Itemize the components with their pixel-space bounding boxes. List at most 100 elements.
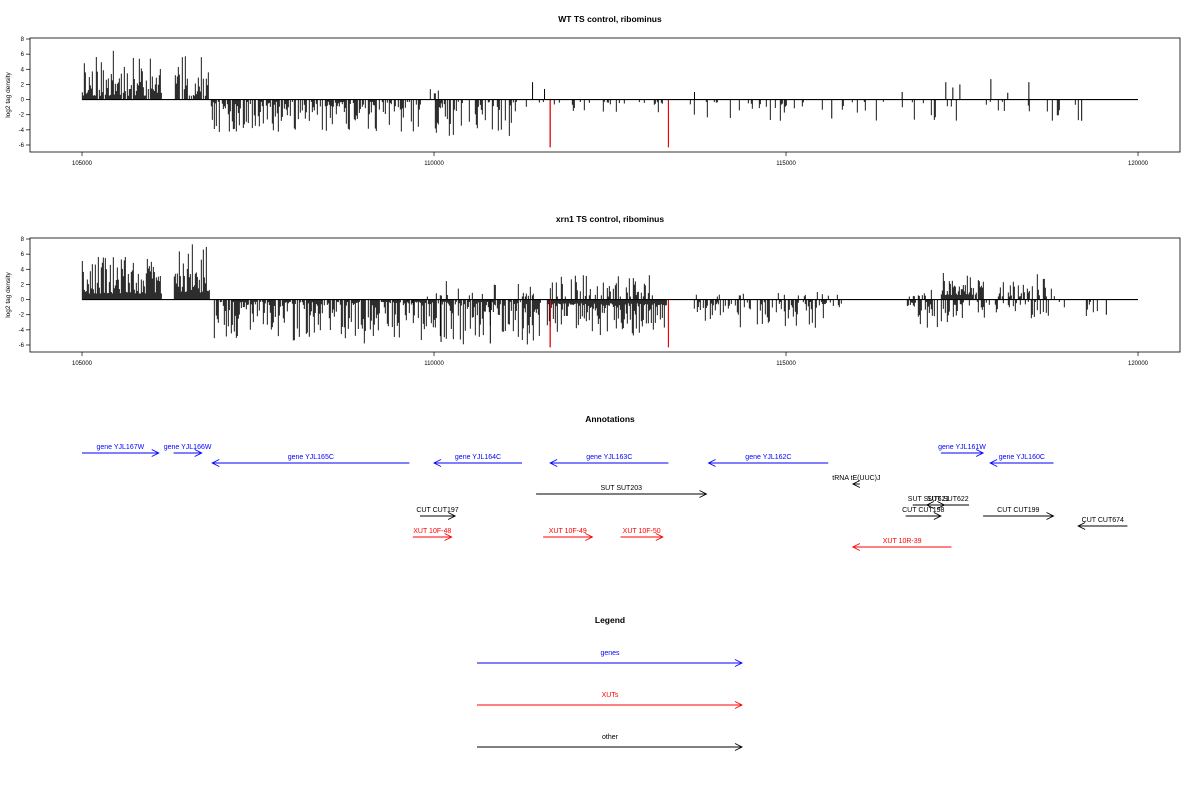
annotation-label: XUT 10R-39 [883,538,922,545]
annotation-arrow-head [585,533,594,541]
xrn1-y-ticks: 8 6 4 2 0 -2 -4 -6 [19,237,30,349]
legend-label: XUTs [602,692,619,699]
y-tick-label: 2 [21,82,25,88]
annotation-gene: gene YJL165C [211,454,410,467]
annotation-arrow-head [925,501,935,509]
annotation-label: gene YJL167W [96,444,144,451]
annotation-features: gene YJL167W gene YJL166W gene YJL165C gene… [82,444,1128,551]
annotation-label: tRNA tE(UUC)J [832,475,880,482]
annotation-xut: XUT 10F-50 [620,528,664,541]
annotation-arrow-head [933,512,942,520]
wt-y-axis-label: log2 tag density [5,71,12,117]
annotation-xut: XUT 10F-49 [543,528,594,541]
annotation-arrow-head [194,449,203,457]
xrn1-x-ticks: 105000 110000 115000 120000 [72,352,1149,367]
annotation-arrow-head [1077,522,1086,530]
y-tick-label: -6 [19,343,25,349]
annotation-gene: gene YJL164C [432,454,522,467]
annotation-gene: gene YJL166W [164,444,212,457]
annotations-title: Annotations [585,414,635,424]
x-tick-label: 110000 [424,161,444,167]
annotation-label: gene YJL161W [938,444,986,451]
x-tick-label: 115000 [776,161,796,167]
annotation-label: SUT SUT622 [927,496,969,503]
y-tick-label: 0 [21,298,25,304]
annotation-label: gene YJL165C [288,454,334,461]
legend-panel: Legend genes XUTs other [477,615,744,751]
annotation-label: CUT CUT197 [416,507,458,514]
annotation-label: SUT SUT203 [601,485,643,492]
x-tick-label: 120000 [1128,161,1149,167]
y-tick-label: 8 [21,37,25,43]
annotation-xut: XUT 10F-48 [412,528,453,541]
annotation-other: SUT SUT203 [536,485,708,498]
y-tick-label: 0 [21,98,25,104]
annotation-arrow-head [444,533,453,541]
xrn1-track-frame [29,237,1181,353]
y-tick-label: -4 [19,128,25,134]
annotation-arrow-head [447,512,457,520]
annotation-gene: gene YJL167W [82,444,160,457]
annotation-gene: gene YJL160C [989,454,1054,467]
wt-markers [549,99,669,148]
annotation-arrow-head [851,480,861,488]
annotation-label: gene YJL163C [586,454,632,461]
annotation-other: CUT CUT198 [902,507,945,520]
legend-label: genes [600,650,620,657]
annotation-label: XUT 10F-50 [623,528,661,535]
y-tick-label: 4 [21,67,25,73]
annotation-arrow-head [1046,512,1055,520]
annotation-arrow-head [699,490,708,498]
annotations-panel: Annotations gene YJL167W gene YJL166Wgene… [82,414,1128,551]
y-tick-label: -2 [19,313,25,319]
annotation-arrow-head [851,543,861,551]
annotation-other: CUT CUT199 [983,507,1055,520]
annotation-gene: gene YJL163C [549,454,669,467]
xrn1-track-panel: xrn1 TS control, ribominus log2 tag dens… [5,214,1181,367]
legend-items: genes XUTs other [477,650,744,751]
y-tick-label: 6 [21,252,25,258]
annotation-arrow-head [211,459,220,467]
y-tick-label: 2 [21,282,25,288]
wt-track-panel: WT TS control, ribominus log2 tag densit… [5,14,1181,167]
xrn1-y-axis-label: log2 tag density [5,271,12,317]
x-tick-label: 120000 [1128,361,1149,367]
xrn1-markers [549,299,669,348]
annotation-arrow-head [549,459,558,467]
legend-arrow-head [734,743,744,751]
legend-title: Legend [595,615,625,625]
wt-track-title: WT TS control, ribominus [558,14,662,24]
annotation-gene: gene YJL161W [938,444,986,457]
x-tick-label: 110000 [424,361,444,367]
x-tick-label: 115000 [776,361,796,367]
y-tick-label: 8 [21,237,25,243]
wt-x-ticks: 105000 110000 115000 120000 [72,152,1149,167]
x-tick-label: 105000 [72,361,93,367]
y-tick-label: 4 [21,267,25,273]
annotation-label: XUT 10F-49 [549,528,587,535]
annotation-label: CUT CUT199 [997,507,1039,514]
y-tick-label: 6 [21,52,25,58]
xrn1-bars [81,244,1107,348]
annotation-other: tRNA tE(UUC)J [832,475,881,488]
annotation-gene: gene YJL162C [707,454,829,467]
legend-arrow-head [734,701,744,709]
y-tick-label: -4 [19,328,25,334]
legend-label: other [602,734,619,741]
legend-item-other: other [477,734,744,751]
annotation-label: XUT 10F-48 [413,528,451,535]
annotation-arrow-head [707,459,716,467]
annotation-label: gene YJL162C [745,454,791,461]
wt-track-frame [29,37,1181,153]
annotation-label: gene YJL166W [164,444,212,451]
annotation-label: CUT CUT198 [902,507,944,514]
annotation-other: CUT CUT197 [416,507,459,520]
annotation-arrow-head [655,533,664,541]
annotation-arrow-head [432,459,442,467]
annotation-arrow-head [975,449,985,457]
annotation-arrow-head [151,449,160,457]
annotation-other: SUT SUT622 [925,496,970,509]
annotation-arrow-head [989,459,998,467]
annotation-label: CUT CUT674 [1082,517,1124,524]
